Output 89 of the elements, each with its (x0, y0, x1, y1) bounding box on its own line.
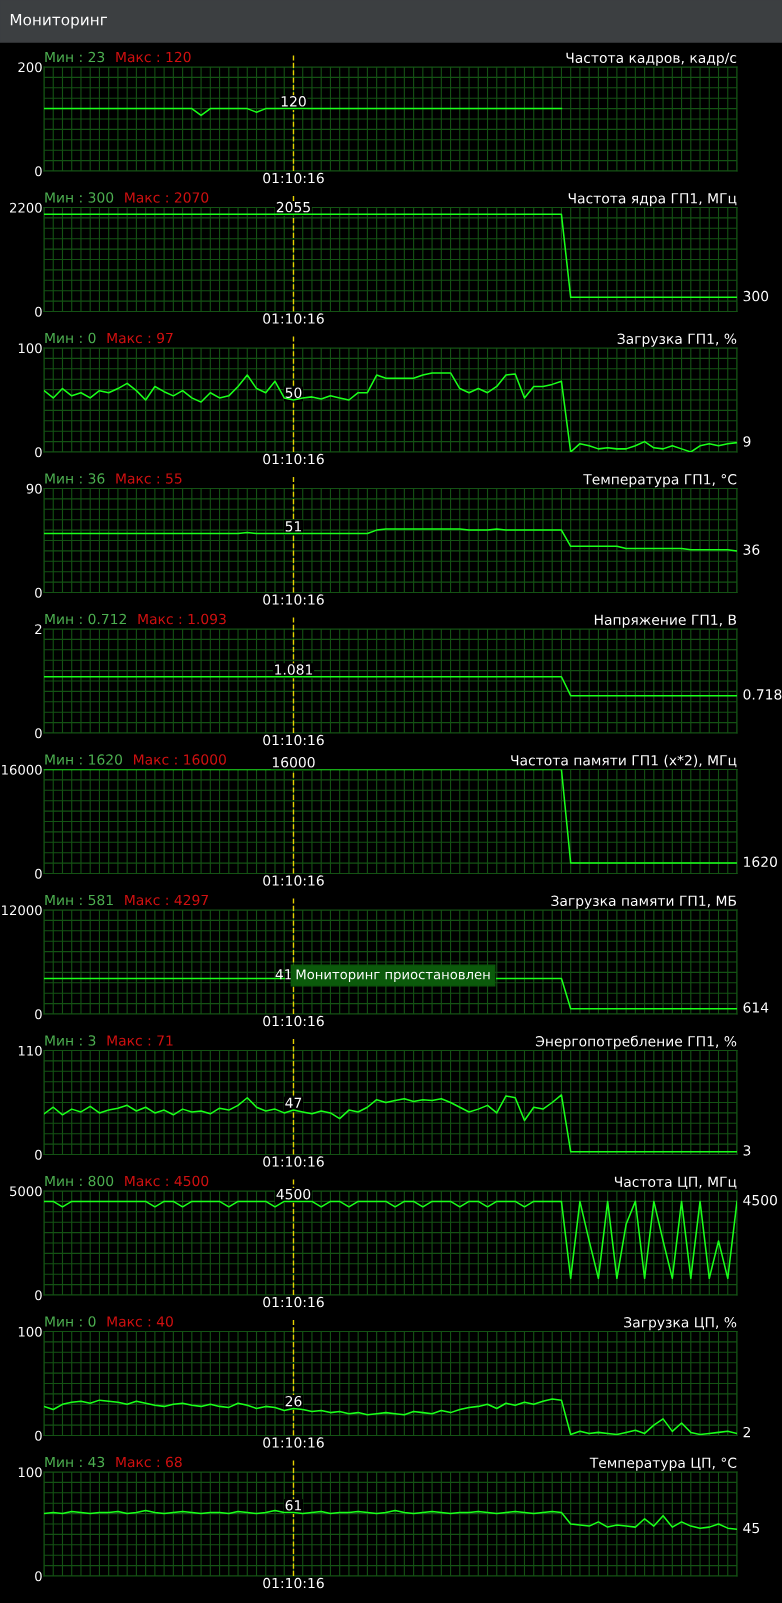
y-tick-label: 90 (26, 483, 42, 494)
text: Макс : 16000 (134, 754, 226, 765)
y-tick-label: 0 (35, 1009, 42, 1020)
y-tick-label: 5000 (10, 1186, 42, 1197)
chart-title: Температура ЦП, °C (589, 1457, 737, 1471)
text: 01:10:16 (263, 1156, 324, 1167)
data-label: 0.718 (743, 689, 782, 700)
chart-title: Напряжение ГП1, В (594, 614, 737, 628)
text: Мин : 43 (45, 1456, 105, 1468)
y-tick-label: 200 (18, 62, 42, 73)
text: Мин : 23 (45, 51, 105, 63)
text: Макс : 4297 (125, 894, 209, 906)
text: 01:10:16 (263, 1577, 324, 1589)
y-tick-label: 100 (18, 1326, 42, 1337)
data-label: 1.081 (275, 664, 313, 675)
y-tick-label: 110 (18, 1045, 42, 1056)
chart-title: Загрузка памяти ГП1, МБ (551, 895, 737, 909)
chart-title: Загрузка ГП1, % (617, 333, 737, 347)
y-tick-label: 12000 (2, 905, 42, 916)
text: Макс : 71 (107, 1035, 173, 1046)
data-label: 1620 (744, 856, 777, 867)
text: Мин : 581 (45, 894, 113, 906)
text: Мин : 0.712 (45, 613, 126, 625)
text: 01:10:16 (263, 1015, 324, 1027)
chart-title: Энергопотребление ГП1, % (535, 1035, 737, 1050)
y-tick-label: 0 (35, 447, 42, 458)
y-tick-label: 0 (35, 166, 42, 177)
text: Мин : 3 (45, 1035, 96, 1046)
text: Мин : 300 (45, 192, 114, 203)
data-label: 45 (743, 1522, 760, 1534)
data-label: 16000 (272, 757, 315, 768)
data-label: 4500 (743, 1194, 777, 1206)
y-tick-label: 0 (35, 1149, 42, 1160)
text: Мин : 1620 (45, 754, 123, 765)
text: Мониторинг (10, 14, 107, 29)
text: Макс : 68 (116, 1456, 182, 1468)
data-label: 50 (285, 387, 302, 398)
chart-title: Загрузка ЦП, % (624, 1317, 737, 1331)
data-label: 4500 (276, 1188, 311, 1200)
y-tick-label: 100 (18, 1467, 42, 1478)
data-label: 61 (285, 1500, 302, 1511)
annotation: 41 (275, 969, 292, 980)
y-tick-label: 0 (35, 1290, 42, 1301)
data-label: 2 (743, 1426, 750, 1438)
text: Мин : 0 (45, 1316, 96, 1327)
text: 01:10:16 (263, 172, 324, 184)
y-tick-label: 0 (35, 306, 42, 317)
chart-title: Частота памяти ГП1 (x*2), МГц (511, 754, 737, 768)
data-label: 2055 (276, 201, 310, 213)
text: Мин : 0 (45, 332, 96, 344)
data-label: 120 (281, 96, 306, 107)
text: 01:10:16 (263, 1437, 324, 1448)
data-label: 9 (743, 436, 751, 447)
y-tick-label: 0 (35, 1430, 42, 1441)
chart-title: Температура ГП1, °C (583, 474, 737, 488)
text: Мин : 36 (45, 473, 105, 484)
data-label: 300 (743, 290, 769, 302)
annotation: Мониторинг приостановлен (296, 969, 490, 982)
text: 01:10:16 (263, 594, 324, 605)
y-tick-label: 0 (35, 868, 42, 879)
y-tick-label: 0 (35, 728, 42, 739)
data-label: 47 (285, 1097, 302, 1108)
chart-title: Частота ядра ГП1, МГц (568, 193, 737, 207)
data-label: 36 (743, 544, 760, 555)
text: 01:10:16 (263, 1296, 324, 1308)
text: Макс : 1.093 (138, 613, 226, 625)
y-tick-label: 0 (35, 587, 42, 598)
y-tick-label: 2 (35, 624, 42, 635)
y-tick-label: 100 (18, 343, 42, 354)
text: Макс : 2070 (125, 192, 209, 203)
y-tick-label: 16000 (2, 764, 42, 775)
text: 01:10:16 (263, 875, 324, 886)
data-label: 26 (285, 1395, 302, 1407)
text: Макс : 40 (107, 1316, 173, 1327)
text: 01:10:16 (263, 734, 324, 746)
data-label: 51 (285, 521, 302, 532)
data-label: 614 (743, 1002, 769, 1013)
text: 01:10:16 (263, 453, 324, 465)
text: Макс : 4500 (125, 1175, 209, 1187)
text: Макс : 55 (116, 473, 182, 484)
text: 01:10:16 (263, 313, 324, 324)
data-label: 3 (743, 1145, 751, 1156)
chart-title: Частота ЦП, МГц (614, 1176, 737, 1190)
text: Макс : 120 (116, 51, 191, 63)
chart-title: Частота кадров, кадр/с (566, 52, 737, 66)
y-tick-label: 2200 (10, 202, 42, 213)
text: Мин : 800 (45, 1175, 114, 1187)
text: Макс : 97 (107, 332, 173, 344)
y-tick-label: 0 (35, 1571, 42, 1582)
